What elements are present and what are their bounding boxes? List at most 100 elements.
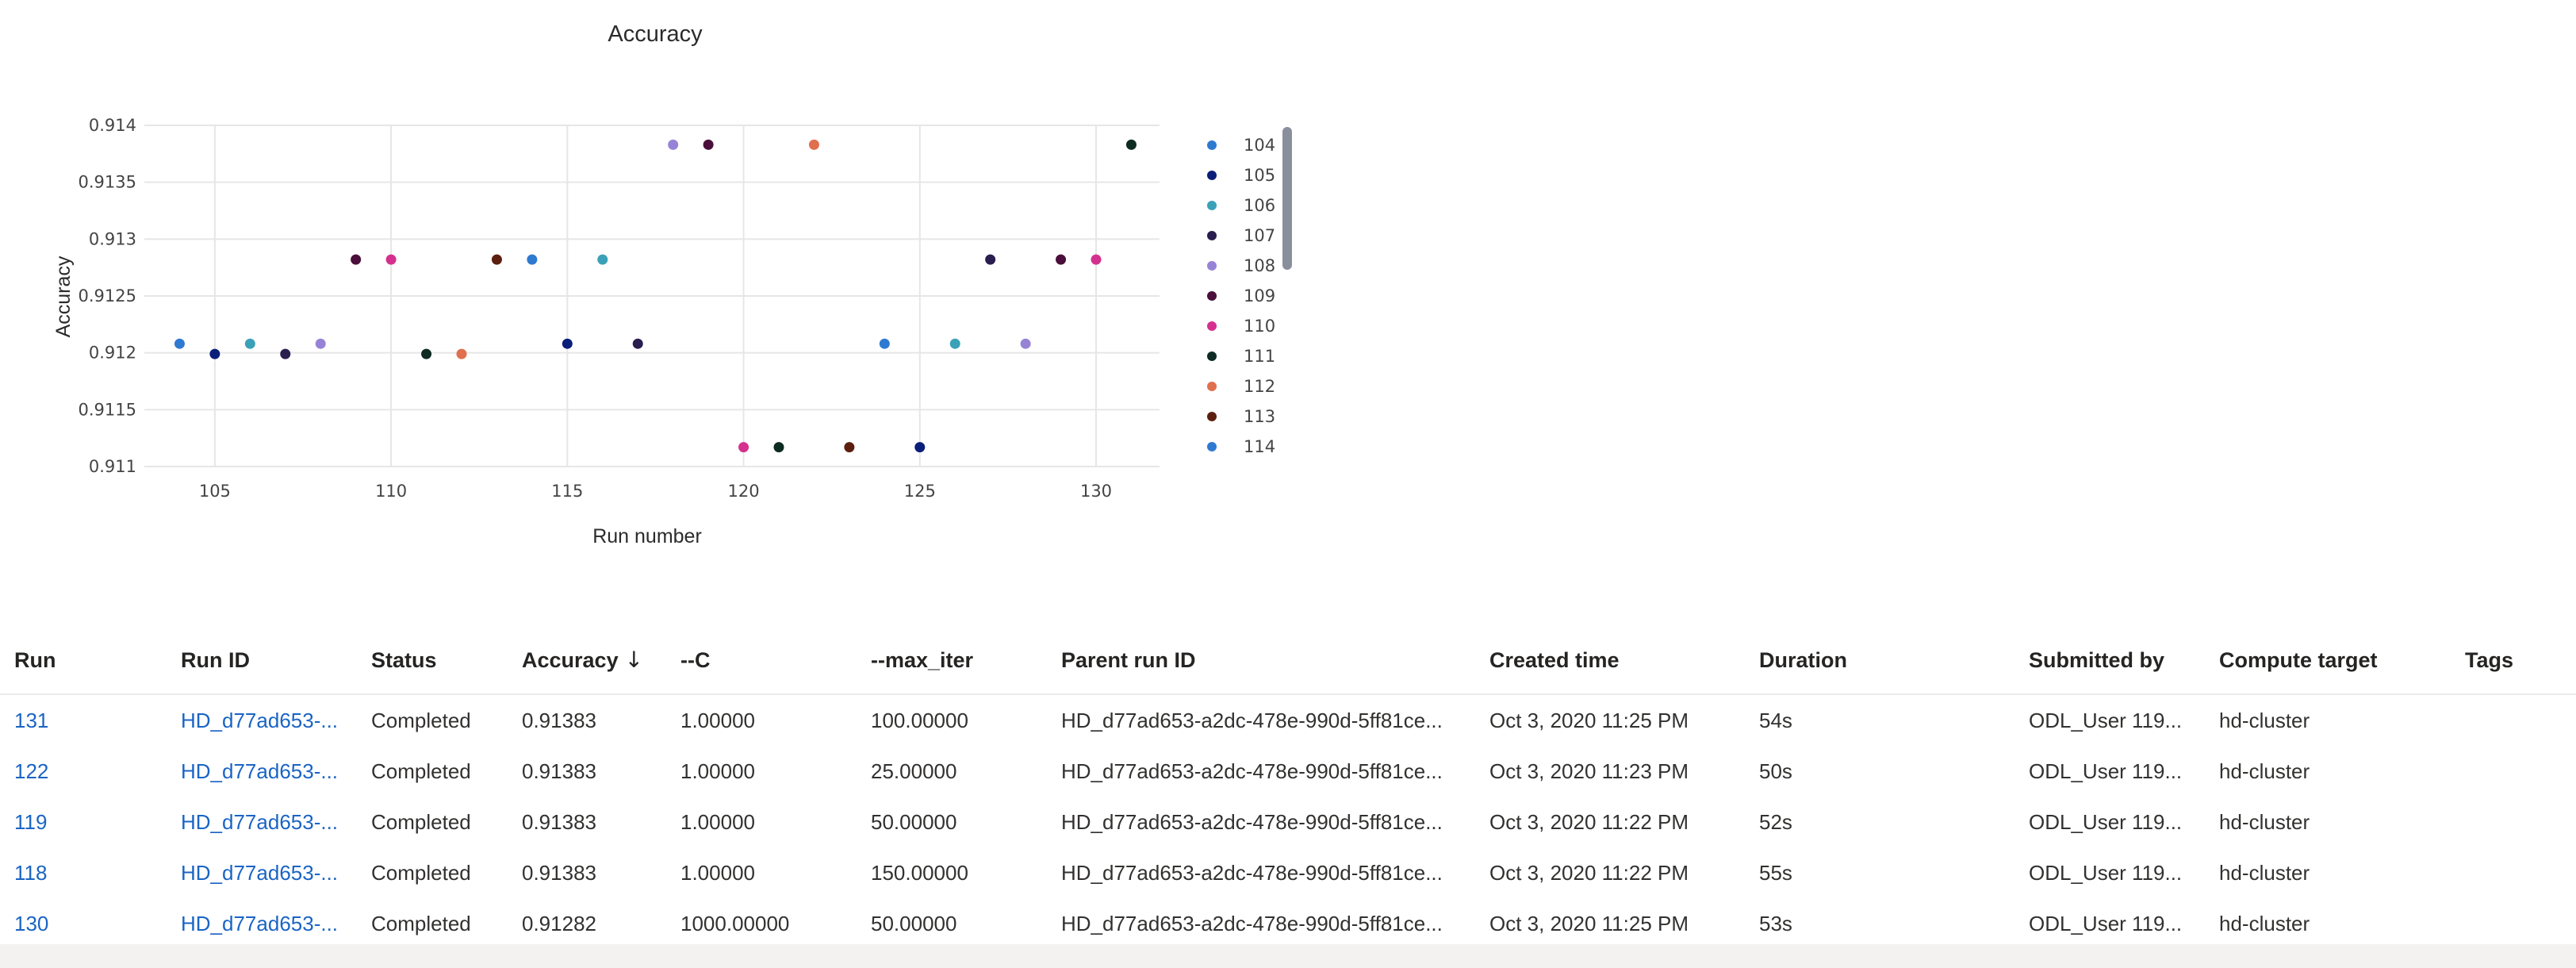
legend-marker[interactable] [1207, 291, 1217, 301]
run-parent-id: HD_d77ad653-a2dc-478e-990d-5ff81ce... [1061, 912, 1443, 935]
table-row[interactable]: 130 HD_d77ad653-... Completed 0.91282 10… [0, 898, 2576, 949]
run-number-link[interactable]: 118 [14, 861, 48, 885]
table-row[interactable]: 119 HD_d77ad653-... Completed 0.91383 1.… [0, 797, 2576, 847]
legend-label[interactable]: 114 [1244, 437, 1275, 456]
scatter-point[interactable] [738, 442, 749, 453]
x-tick-label: 130 [1080, 482, 1112, 501]
table-row[interactable]: 122 HD_d77ad653-... Completed 0.91383 1.… [0, 746, 2576, 797]
legend-marker[interactable] [1207, 171, 1217, 180]
legend-label[interactable]: 112 [1244, 377, 1275, 396]
run-id-link[interactable]: HD_d77ad653-... [181, 912, 339, 935]
legend-marker[interactable] [1207, 412, 1217, 421]
legend-label[interactable]: 108 [1244, 256, 1275, 275]
scatter-point[interactable] [1020, 338, 1031, 349]
run-max-iter: 50.00000 [871, 810, 957, 834]
legend-marker[interactable] [1207, 382, 1217, 391]
x-tick-label: 115 [551, 482, 583, 501]
table-row[interactable]: 131 HD_d77ad653-... Completed 0.91383 1.… [0, 695, 2576, 746]
chart-legend[interactable]: 104 105 106 107 108 109 110 111 112 113 114 [1207, 136, 1275, 456]
legend-marker[interactable] [1207, 442, 1217, 451]
scatter-point[interactable] [632, 338, 643, 349]
legend-marker[interactable] [1207, 261, 1217, 271]
scatter-point[interactable] [1056, 254, 1067, 265]
column-header-status[interactable]: Status [371, 648, 437, 672]
scatter-point[interactable] [174, 338, 185, 349]
legend-label[interactable]: 107 [1244, 226, 1275, 245]
run-id-link[interactable]: HD_d77ad653-... [181, 861, 339, 885]
scatter-point[interactable] [491, 254, 502, 265]
run-number-link[interactable]: 119 [14, 810, 48, 834]
scatter-point[interactable] [385, 254, 397, 265]
scatter-point[interactable] [527, 254, 538, 265]
scatter-point[interactable] [914, 442, 926, 453]
column-header-tags[interactable]: Tags [2465, 648, 2514, 672]
legend-label[interactable]: 109 [1244, 286, 1275, 305]
column-header-duration[interactable]: Duration [1759, 648, 1847, 672]
legend-scrollbar[interactable] [1282, 127, 1292, 270]
column-header-max-iter[interactable]: --max_iter [871, 648, 974, 672]
accuracy-chart: Accuracy 0.911 0.9115 0.912 0.9125 0.913 0.91… [0, 0, 1348, 571]
x-tick-label: 120 [728, 482, 760, 501]
column-header-run[interactable]: Run [14, 648, 56, 672]
run-id-link[interactable]: HD_d77ad653-... [181, 709, 339, 732]
run-number-link[interactable]: 131 [14, 709, 49, 732]
scatter-point[interactable] [351, 254, 362, 265]
run-c-value: 1.00000 [680, 810, 755, 834]
scatter-point[interactable] [1125, 139, 1137, 150]
column-header-parent-run-id[interactable]: Parent run ID [1061, 648, 1196, 672]
scatter-point[interactable] [985, 254, 996, 265]
legend-label[interactable]: 106 [1244, 196, 1275, 215]
column-header-run-id[interactable]: Run ID [181, 648, 250, 672]
column-header-submitted-by[interactable]: Submitted by [2029, 648, 2165, 672]
column-header-created-time[interactable]: Created time [1489, 648, 1620, 672]
scatter-point[interactable] [421, 348, 432, 359]
run-submitted-by: ODL_User 119... [2029, 912, 2183, 935]
run-status: Completed [371, 810, 471, 834]
run-parent-id: HD_d77ad653-a2dc-478e-990d-5ff81ce... [1061, 861, 1443, 885]
legend-marker[interactable] [1207, 351, 1217, 361]
run-accuracy: 0.91383 [522, 810, 596, 834]
scatter-point[interactable] [1091, 254, 1102, 265]
run-parent-id: HD_d77ad653-a2dc-478e-990d-5ff81ce... [1061, 810, 1443, 834]
legend-label[interactable]: 113 [1244, 407, 1275, 426]
scatter-point[interactable] [597, 254, 608, 265]
scatter-point[interactable] [315, 338, 326, 349]
legend-marker[interactable] [1207, 321, 1217, 331]
scatter-point[interactable] [703, 139, 714, 150]
legend-label[interactable]: 111 [1244, 347, 1275, 366]
column-header-accuracy[interactable]: Accuracy ↓ [522, 630, 673, 690]
legend-label[interactable]: 104 [1244, 136, 1275, 155]
table-row[interactable]: 118 HD_d77ad653-... Completed 0.91383 1.… [0, 847, 2576, 898]
scatter-point[interactable] [209, 348, 220, 359]
run-created-time: Oct 3, 2020 11:23 PM [1489, 759, 1689, 783]
scatter-point[interactable] [280, 348, 291, 359]
scatter-point[interactable] [879, 338, 890, 349]
scatter-point[interactable] [668, 139, 679, 150]
legend-marker[interactable] [1207, 140, 1217, 150]
run-c-value: 1.00000 [680, 709, 755, 732]
legend-label[interactable]: 105 [1244, 166, 1275, 185]
scatter-point[interactable] [244, 338, 255, 349]
legend-marker[interactable] [1207, 231, 1217, 240]
run-number-link[interactable]: 130 [14, 912, 49, 935]
scatter-point[interactable] [808, 139, 819, 150]
legend-marker[interactable] [1207, 201, 1217, 210]
run-compute-target: hd-cluster [2219, 912, 2310, 935]
scatter-point[interactable] [773, 442, 784, 453]
legend-label[interactable]: 110 [1244, 317, 1275, 336]
scatter-point[interactable] [844, 442, 855, 453]
run-id-link[interactable]: HD_d77ad653-... [181, 810, 339, 834]
scatter-point[interactable] [562, 338, 573, 349]
column-header-c[interactable]: --C [680, 648, 711, 672]
chart-ticks: 0.911 0.9115 0.912 0.9125 0.913 0.9135 0.914 10… [79, 116, 1113, 501]
run-submitted-by: ODL_User 119... [2029, 810, 2183, 834]
sort-descending-icon: ↓ [624, 647, 644, 673]
scatter-point[interactable] [456, 348, 467, 359]
run-duration: 53s [1759, 912, 1792, 935]
run-number-link[interactable]: 122 [14, 759, 49, 783]
run-id-link[interactable]: HD_d77ad653-... [181, 759, 339, 783]
column-header-compute-target[interactable]: Compute target [2219, 648, 2378, 672]
scatter-point[interactable] [949, 338, 960, 349]
run-max-iter: 25.00000 [871, 759, 957, 783]
run-accuracy: 0.91383 [522, 759, 596, 783]
